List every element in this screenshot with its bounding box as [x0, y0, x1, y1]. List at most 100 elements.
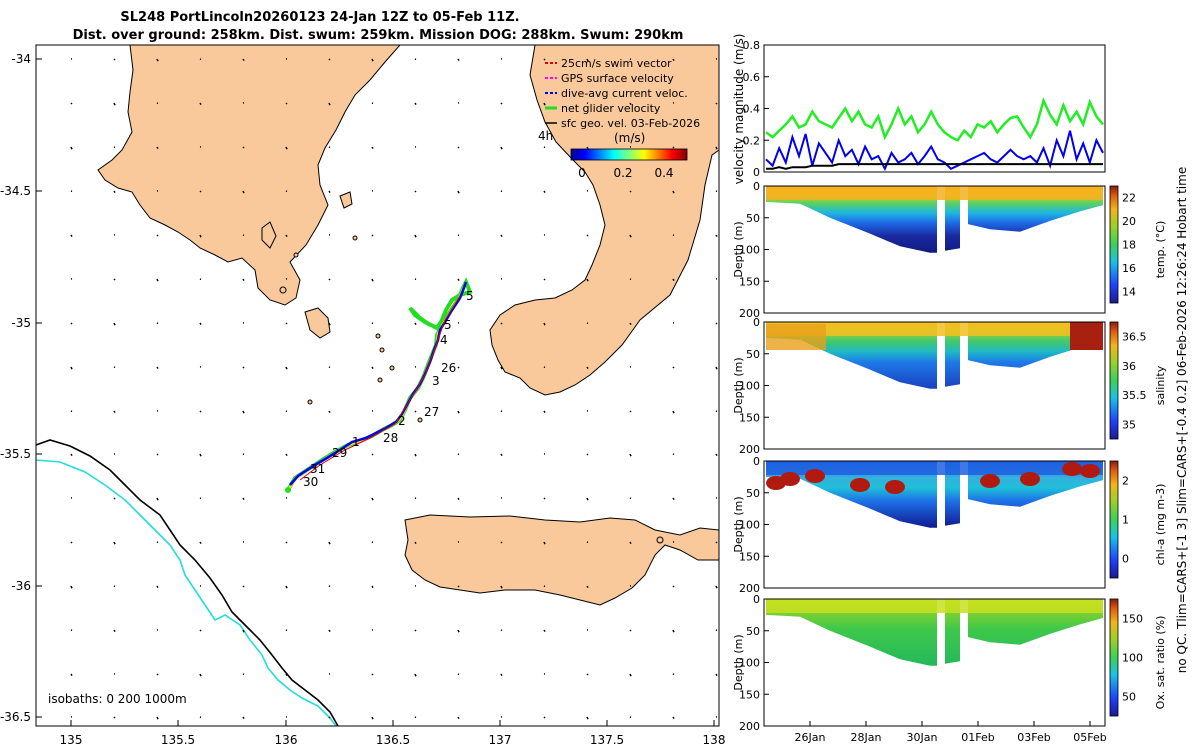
date-tick-label: 26Jan — [795, 731, 826, 744]
sfc-velocity-arrow — [414, 410, 417, 413]
section-fill — [766, 322, 1103, 389]
sfc-velocity-arrow — [457, 366, 460, 369]
sfc-velocity-arrow — [242, 716, 245, 719]
sfc-velocity-arrow — [672, 146, 675, 149]
sfc-velocity-arrow — [113, 410, 116, 413]
colorbar-tick: 0.4 — [654, 166, 673, 180]
isobath-200m — [36, 439, 339, 726]
depth-tick-label: 100 — [739, 519, 760, 532]
sfc-velocity-arrow — [586, 716, 589, 720]
sfc-velocity-arrow — [586, 366, 589, 369]
velocity-ylabel: velocity magnitude (m/s) — [732, 34, 746, 185]
sfc-velocity-arrow — [543, 629, 546, 632]
sfc-velocity-arrow — [500, 322, 503, 325]
sfc-velocity-arrow — [586, 58, 589, 62]
depth-ylabel: Depth (m) — [732, 357, 745, 413]
sfc-velocity-arrow — [586, 497, 589, 501]
sfc-velocity-arrow — [672, 190, 675, 194]
sfc-velocity-arrow — [328, 102, 331, 106]
sfc-velocity-arrow — [672, 716, 675, 719]
x-tick-label: 136.5 — [376, 733, 410, 747]
sfc-velocity-arrow — [500, 234, 503, 237]
velocity-series-line — [765, 130, 1104, 172]
sfc-velocity-arrow — [457, 716, 460, 719]
sfc-velocity-arrow — [371, 146, 374, 149]
section-colorbar — [1109, 460, 1119, 579]
depth-tick-label: 50 — [746, 487, 760, 500]
velocity-ytick-label: 0.8 — [743, 39, 761, 52]
sfc-velocity-arrow — [543, 497, 546, 500]
sfc-velocity-arrow — [371, 58, 374, 62]
sfc-velocity-arrow — [113, 629, 116, 632]
land-island — [339, 191, 353, 209]
day-label: 5 — [466, 289, 474, 303]
x-tick-label: 135.5 — [161, 733, 195, 747]
sfc-velocity-arrow — [242, 585, 245, 588]
sfc-velocity-arrow — [500, 585, 503, 589]
velocity-lines — [765, 96, 1104, 172]
sfc-velocity-arrow — [242, 190, 245, 194]
colorbar-tick: 0 — [578, 166, 586, 180]
colorbar-tick-label: 36.5 — [1122, 331, 1147, 344]
sfc-velocity-arrow — [113, 58, 116, 61]
x-tick-label: 135 — [60, 733, 83, 747]
day-label: 27 — [424, 405, 439, 419]
sfc-velocity-arrow — [371, 497, 374, 501]
sfc-velocity-arrow — [199, 102, 202, 105]
sfc-velocity-arrow — [715, 234, 718, 237]
sfc-velocity-arrow — [156, 673, 159, 676]
sfc-velocity-arrow — [113, 541, 116, 545]
sfc-velocity-arrow — [500, 673, 503, 676]
sfc-velocity-arrow — [629, 410, 632, 413]
sfc-velocity-arrow — [328, 190, 331, 193]
depth-tick-label: 50 — [746, 348, 760, 361]
day-label: 31 — [310, 462, 325, 476]
day-label: 3 — [432, 374, 440, 388]
sfc-velocity-arrow — [285, 322, 288, 325]
section-chl: 0 50 100 150 200 Depth (m) 0 1 2 chl-a (mg m-3) — [732, 455, 1167, 595]
depth-ylabel: Depth (m) — [732, 496, 745, 552]
chl-max-patch — [885, 480, 905, 494]
date-tick-label: 30Jan — [907, 731, 938, 744]
sfc-velocity-arrow — [586, 453, 589, 456]
sfc-velocity-arrow — [414, 453, 417, 457]
colorbar-tick-label: 16 — [1122, 262, 1136, 275]
sfc-velocity-arrow — [199, 322, 202, 325]
sfc-velocity-arrow — [113, 278, 116, 281]
sfc-velocity-arrow — [199, 541, 202, 544]
sfc-velocity-arrow — [715, 585, 718, 589]
land-eyre-peninsula — [97, 45, 401, 306]
date-tick-label: 28Jan — [851, 731, 882, 744]
sfc-velocity-arrow — [371, 673, 374, 676]
sfc-velocity-arrow — [715, 102, 718, 105]
y-tick-label: -35 — [11, 316, 31, 330]
day-label: 28 — [383, 431, 398, 445]
depth-tick-label: 100 — [739, 657, 760, 670]
sfc-velocity-arrow — [715, 322, 718, 325]
map-panel: 5 5 4 26 3 27 2 28 1 29 31 30 135 135.5 … — [0, 44, 725, 747]
depth-tick-label: 50 — [746, 625, 760, 638]
sfc-velocity-arrow — [715, 366, 718, 370]
velocity-series-line — [766, 163, 1103, 170]
legend-dive-avg: dive-avg current veloc. — [561, 87, 688, 100]
sfc-velocity-arrow — [672, 629, 675, 633]
map-legend: 25cm/s swim vector GPS surface velocity … — [538, 57, 700, 180]
track-day-labels: 5 5 4 26 3 27 2 28 1 29 31 30 — [303, 289, 474, 489]
sfc-velocity-arrow — [242, 410, 245, 414]
sfc-velocity-arrow — [414, 629, 417, 632]
sfc-velocity-arrow — [113, 190, 116, 193]
sfc-velocity-arrow — [586, 673, 589, 676]
sfc-velocity-arrow — [543, 322, 546, 326]
colorbar-label: temp. (°C) — [1154, 221, 1167, 279]
sfc-velocity-arrow — [414, 322, 417, 325]
date-tick-label: 03Feb — [1017, 731, 1050, 744]
sfc-velocity-arrow — [414, 541, 417, 544]
depth-tick-label: 100 — [739, 380, 760, 393]
depth-ylabel: Depth (m) — [732, 221, 745, 277]
legend-gps-velocity: GPS surface velocity — [561, 72, 674, 85]
sfc-velocity-arrow — [113, 716, 116, 719]
sfc-velocity-arrow — [156, 585, 159, 588]
sfc-velocity-arrow — [156, 58, 159, 62]
sfc-velocity-arrow — [199, 673, 202, 677]
sfc-velocity-arrow — [70, 146, 73, 150]
